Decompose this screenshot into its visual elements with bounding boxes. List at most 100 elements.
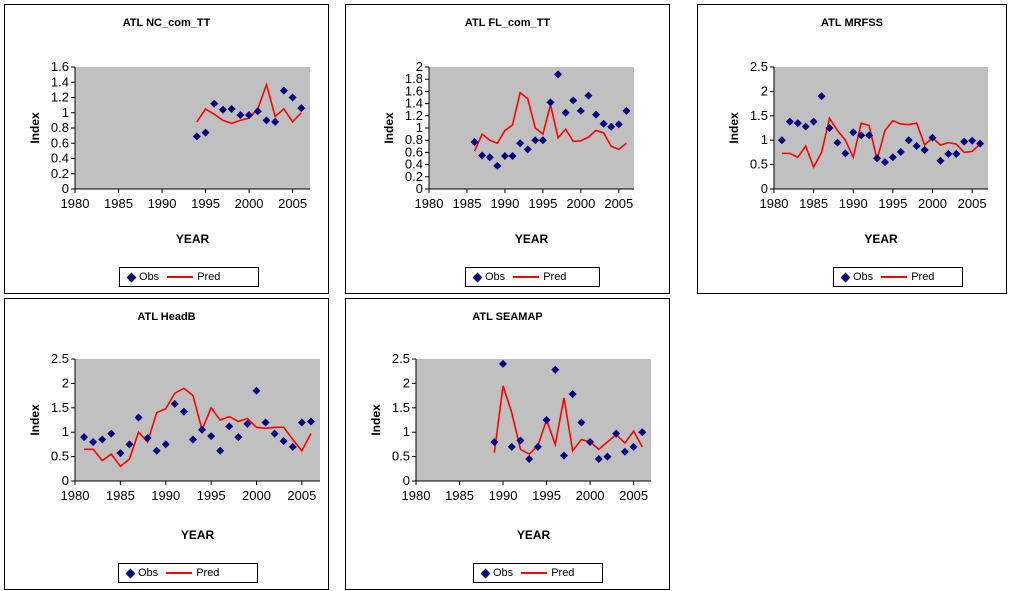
y-tick-label: 0 xyxy=(403,473,410,488)
x-axis-label: YEAR xyxy=(176,232,210,246)
x-tick-label: 1995 xyxy=(532,488,561,503)
y-tick-label: 0.5 xyxy=(392,449,410,464)
obs-point xyxy=(152,446,161,455)
x-axis-label: YEAR xyxy=(864,232,898,246)
legend-obs: Obs xyxy=(472,271,505,283)
obs-point xyxy=(279,86,288,95)
obs-point xyxy=(523,145,532,154)
y-axis-label: Index xyxy=(382,112,396,144)
y-axis-label: Index xyxy=(369,404,383,436)
legend: Obs Pred xyxy=(833,267,963,287)
obs-point xyxy=(622,106,631,115)
obs-point xyxy=(201,128,210,137)
x-tick-label: 1995 xyxy=(197,488,226,503)
pred-series-line xyxy=(781,116,981,169)
y-tick-label: 2 xyxy=(416,59,423,74)
obs-point xyxy=(880,158,889,167)
y-tick-label: 0 xyxy=(62,181,69,196)
obs-point xyxy=(478,151,487,160)
obs-point xyxy=(936,156,945,165)
y-tick-label: 0.2 xyxy=(405,169,423,184)
legend-pred-label: Pred xyxy=(911,271,935,283)
obs-marker-icon xyxy=(840,272,851,282)
y-tick-label: 1.5 xyxy=(392,400,410,415)
obs-point xyxy=(192,132,201,141)
y-tick-label: 2.5 xyxy=(750,59,768,74)
obs-point xyxy=(179,407,188,416)
obs-point xyxy=(561,108,570,117)
y-tick-label: 0.8 xyxy=(405,132,423,147)
y-tick-label: 2.5 xyxy=(51,351,69,366)
obs-point xyxy=(559,451,568,460)
obs-point xyxy=(629,442,638,451)
obs-point xyxy=(577,418,586,427)
obs-point xyxy=(976,139,985,148)
obs-point xyxy=(612,429,621,438)
plot-area xyxy=(75,67,310,189)
x-tick-label: 1990 xyxy=(151,488,180,503)
obs-point xyxy=(234,433,243,442)
y-tick-label: 1 xyxy=(62,105,69,120)
obs-point xyxy=(584,91,593,100)
obs-point xyxy=(888,153,897,162)
x-axis-label: YEAR xyxy=(515,232,549,246)
chart-panel-seamap: ATL SEAMAP 0 0.5 1 1.5 2 2.5 1980 1985 1990 1995 20… xyxy=(345,298,670,590)
y-tick-label: 1.4 xyxy=(51,74,69,89)
x-tick-label: 1990 xyxy=(148,196,177,211)
y-axis-label: Index xyxy=(28,404,42,436)
legend: Obs Pred xyxy=(118,563,258,583)
y-tick-label: 1 xyxy=(403,424,410,439)
obs-point xyxy=(960,137,969,146)
obs-point xyxy=(904,136,913,145)
plot-area xyxy=(429,67,634,189)
obs-point xyxy=(499,359,508,368)
chart-panel-headb: ATL HeadB 0 0.5 1 1.5 2 2.5 1980 1985 1990 1995 200… xyxy=(4,298,329,590)
legend-pred: Pred xyxy=(521,567,574,579)
y-tick-label: 1 xyxy=(62,424,69,439)
obs-point xyxy=(261,418,270,427)
y-tick-label: 0.2 xyxy=(51,166,69,181)
obs-point xyxy=(777,136,786,145)
chart-svg: 0 0.5 1 1.5 2 2.5 1980 1985 1990 1995 2000 2005 Inde… xyxy=(727,59,988,246)
y-tick-label: 2 xyxy=(761,83,768,98)
obs-point xyxy=(143,434,152,443)
obs-point xyxy=(243,419,252,428)
y-tick-label: 2 xyxy=(403,375,410,390)
legend-pred-label: Pred xyxy=(197,271,221,283)
x-tick-label: 2000 xyxy=(918,196,947,211)
obs-point xyxy=(98,435,107,444)
x-tick-label: 2005 xyxy=(958,196,987,211)
obs-point xyxy=(116,449,125,458)
legend-obs: Obs xyxy=(125,567,158,579)
obs-marker-icon xyxy=(472,272,483,282)
y-tick-label: 1.5 xyxy=(51,400,69,415)
obs-marker-icon xyxy=(125,568,136,578)
obs-point xyxy=(279,436,288,445)
y-tick-label: 0.8 xyxy=(51,120,69,135)
y-tick-label: 0.6 xyxy=(51,135,69,150)
obs-point xyxy=(236,111,245,120)
obs-point xyxy=(297,418,306,427)
y-axis-label: Index xyxy=(28,112,42,144)
x-axis-label: YEAR xyxy=(181,528,215,542)
obs-point xyxy=(920,145,929,154)
obs-point xyxy=(507,442,516,451)
y-tick-label: 0 xyxy=(761,181,768,196)
chart-svg: 00.20.40.60.811.21.41.6 1980 1985 1990 1995 2… xyxy=(28,59,310,246)
obs-point xyxy=(599,119,608,128)
x-tick-label: 2000 xyxy=(242,488,271,503)
y-tick-label: 0 xyxy=(62,473,69,488)
obs-point xyxy=(825,124,834,132)
y-tick-label: 1.2 xyxy=(51,90,69,105)
plot-area xyxy=(416,359,651,481)
x-tick-label: 1990 xyxy=(489,488,518,503)
obs-point xyxy=(531,136,540,145)
obs-point xyxy=(210,99,219,108)
obs-point xyxy=(841,149,850,158)
y-tick-label: 0.6 xyxy=(405,144,423,159)
x-tick-label: 2000 xyxy=(576,488,605,503)
x-tick-label: 1990 xyxy=(839,196,868,211)
obs-point xyxy=(493,161,502,170)
obs-point xyxy=(569,96,578,105)
obs-point xyxy=(225,422,234,431)
